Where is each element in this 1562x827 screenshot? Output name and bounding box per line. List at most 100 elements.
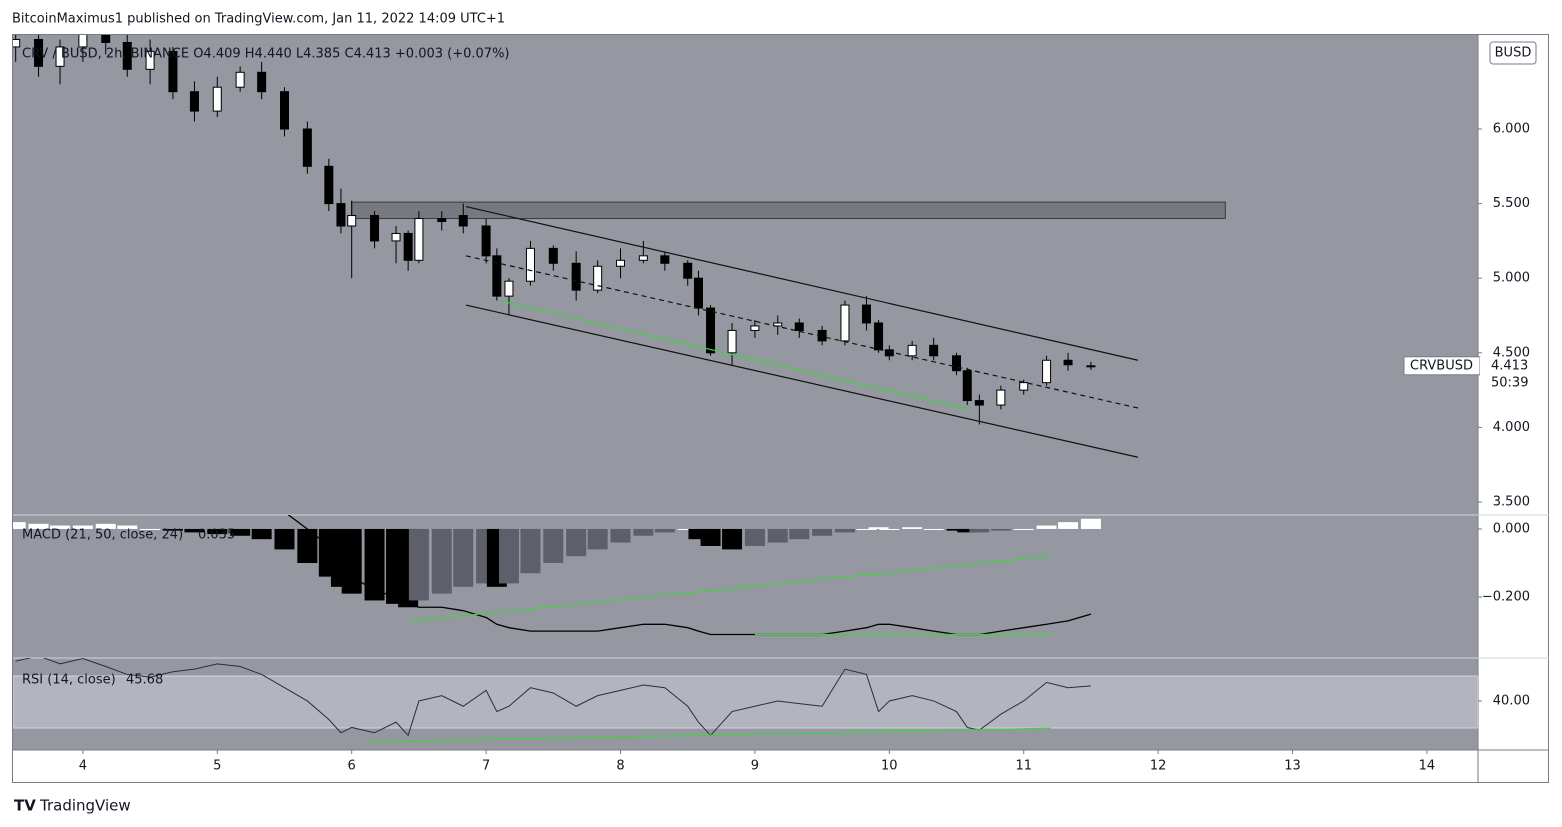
macd-histogram: [341, 528, 362, 594]
candle-body: [962, 370, 972, 402]
candle-body: [391, 232, 401, 242]
divergence-line: [365, 727, 1051, 743]
countdown: 50:39: [1491, 375, 1528, 390]
frame: [12, 34, 1549, 783]
candle-body: [794, 322, 804, 331]
candle-body: [336, 203, 346, 227]
candle-body: [279, 91, 289, 130]
candle-body: [638, 255, 648, 261]
macd-histogram: [722, 528, 743, 550]
macd-histogram: [28, 523, 49, 529]
macd-histogram: [50, 525, 71, 529]
x-tick-label: 11: [1015, 759, 1032, 774]
candle-body: [324, 165, 334, 205]
footer-brand: TradingView: [39, 797, 131, 815]
macd-histogram: [610, 528, 631, 543]
candle-body: [302, 128, 312, 167]
macd-histogram: [498, 528, 519, 584]
candle-body: [168, 50, 178, 93]
currency-button[interactable]: [1489, 41, 1537, 65]
indicator-label: RSI (14, close): [22, 673, 116, 688]
candle-body: [525, 247, 535, 282]
macd-histogram: [868, 527, 889, 529]
candle-body: [974, 400, 984, 406]
candle-body: [996, 389, 1006, 406]
candle-body: [55, 46, 65, 67]
macd-histogram: [587, 528, 608, 550]
plot-area: [13, 35, 1478, 750]
x-tick-label: 10: [881, 759, 898, 774]
x-tick-label: 5: [213, 759, 221, 774]
macd-histogram: [856, 528, 877, 530]
divergence-line: [412, 555, 1051, 622]
macd-histogram: [364, 528, 385, 601]
macd-histogram: [408, 528, 429, 601]
candle-body: [414, 218, 424, 261]
y-tick-label: 6.000: [1493, 122, 1530, 137]
macd-histogram: [902, 527, 923, 529]
macd-histogram: [543, 528, 564, 564]
candle-body: [548, 247, 558, 264]
candle-body: [929, 344, 939, 357]
price-symbol: CRVBUSD: [1410, 358, 1473, 373]
support-line: [499, 300, 971, 411]
legend: CRV / BUSD, 2h, BINANCE O4.409 H4.440 L4…: [22, 47, 510, 62]
candle-body: [34, 38, 44, 67]
macd-histogram: [834, 528, 855, 533]
candle-body: [13, 38, 21, 48]
macd-histogram: [140, 528, 161, 530]
candle-body: [693, 277, 703, 309]
header: BitcoinMaximus1 published on TradingView…: [12, 12, 505, 27]
macd-histogram: [230, 528, 251, 536]
candle-body: [593, 265, 603, 291]
y-tick-label: 4.000: [1493, 420, 1530, 435]
macd-histogram: [688, 528, 709, 540]
candle-body: [683, 262, 693, 279]
macd-histogram: [969, 528, 990, 533]
x-tick-label: 13: [1284, 759, 1301, 774]
y-tick-label: 40.00: [1493, 693, 1530, 708]
candle-body: [952, 355, 962, 372]
macd-histogram: [431, 528, 452, 594]
channel-line: [465, 255, 1139, 409]
macd-histogram: [654, 528, 675, 533]
macd-histogram: [72, 525, 93, 529]
price-value: 4.413: [1491, 358, 1528, 373]
y-tick-label: 0.000: [1493, 521, 1530, 536]
candle-body: [861, 304, 871, 324]
candle-body: [212, 86, 222, 112]
candle-body: [884, 349, 894, 357]
macd-histogram: [1058, 522, 1079, 529]
macd-histogram: [1013, 528, 1034, 530]
candle-body: [101, 35, 111, 43]
x-tick-label: 6: [348, 759, 356, 774]
indicator-label: MACD (21, 50, close, 24): [22, 528, 183, 543]
indicator-value: 0.035: [198, 528, 235, 543]
macd-histogram: [117, 525, 138, 529]
candle-body: [1063, 359, 1073, 366]
candle-body: [492, 255, 502, 297]
indicator-value: 45.68: [126, 673, 163, 688]
rsi-line: [15, 658, 1091, 737]
x-tick-label: 4: [79, 759, 87, 774]
candle-body: [403, 232, 413, 261]
macd-histogram: [520, 528, 541, 574]
candle-body: [907, 344, 917, 357]
macd-histogram: [923, 528, 944, 530]
x-tick-label: 7: [482, 759, 490, 774]
y-tick-label: 3.500: [1493, 495, 1530, 510]
y-tick-label: 5.500: [1493, 196, 1530, 211]
candle-body: [481, 225, 491, 257]
candle-body: [347, 215, 357, 227]
currency[interactable]: BUSD: [1495, 46, 1532, 61]
macd-histogram: [946, 528, 967, 531]
macd-histogram: [990, 528, 1011, 531]
candle-body: [235, 71, 245, 88]
candle-body: [189, 91, 199, 112]
channel-line: [465, 304, 1139, 458]
candle-body: [78, 35, 88, 48]
macd-histogram: [566, 528, 587, 557]
candle-body: [874, 322, 884, 351]
